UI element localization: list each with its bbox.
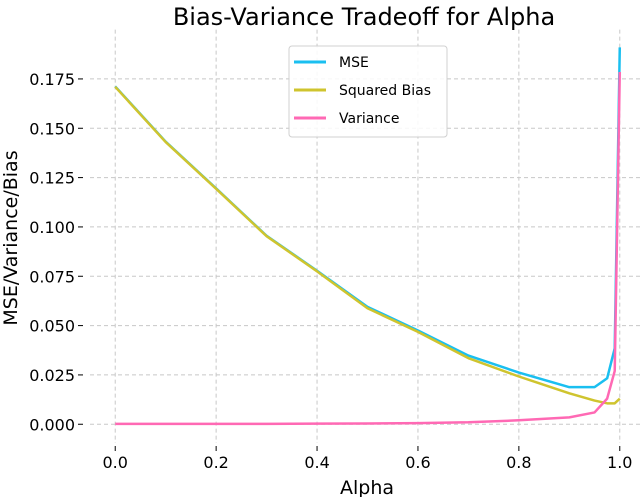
y-tick-label: 0.100	[29, 218, 75, 237]
chart-title: Bias-Variance Tradeoff for Alpha	[173, 3, 555, 31]
y-tick-label: 0.175	[29, 70, 75, 89]
y-tick-label: 0.150	[29, 119, 75, 138]
y-tick-label: 0.125	[29, 169, 75, 188]
grid	[90, 29, 640, 443]
x-tick-label: 0.0	[103, 453, 128, 472]
legend-label: MSE	[339, 55, 369, 71]
x-tick-label: 0.2	[203, 453, 228, 472]
x-tick-label: 0.4	[304, 453, 329, 472]
y-tick-label: 0.025	[29, 366, 75, 385]
x-tick-label: 0.6	[405, 453, 430, 472]
x-axis: 0.0 0.2 0.4 0.6 0.8 1.0	[103, 446, 632, 472]
series-lines	[114, 47, 622, 426]
legend-label: Variance	[339, 111, 399, 127]
y-tick-label: 0.075	[29, 267, 75, 286]
x-tick-label: 1.0	[607, 453, 632, 472]
series-line-squared-bias	[114, 85, 621, 405]
legend-label: Squared Bias	[339, 83, 431, 99]
y-tick-label: 0.050	[29, 317, 75, 336]
y-axis: 0.000 0.025 0.050 0.075 0.100 0.125 0.150 0.175	[29, 70, 83, 434]
legend: MSE Squared Bias Variance	[288, 45, 448, 138]
series-line-variance	[115, 72, 622, 426]
y-tick-label: 0.000	[29, 415, 75, 434]
x-axis-label: Alpha	[340, 477, 394, 497]
x-tick-label: 0.8	[506, 453, 531, 472]
legend-box	[288, 45, 448, 138]
y-axis-label: MSE/Variance/Bias	[0, 150, 22, 325]
